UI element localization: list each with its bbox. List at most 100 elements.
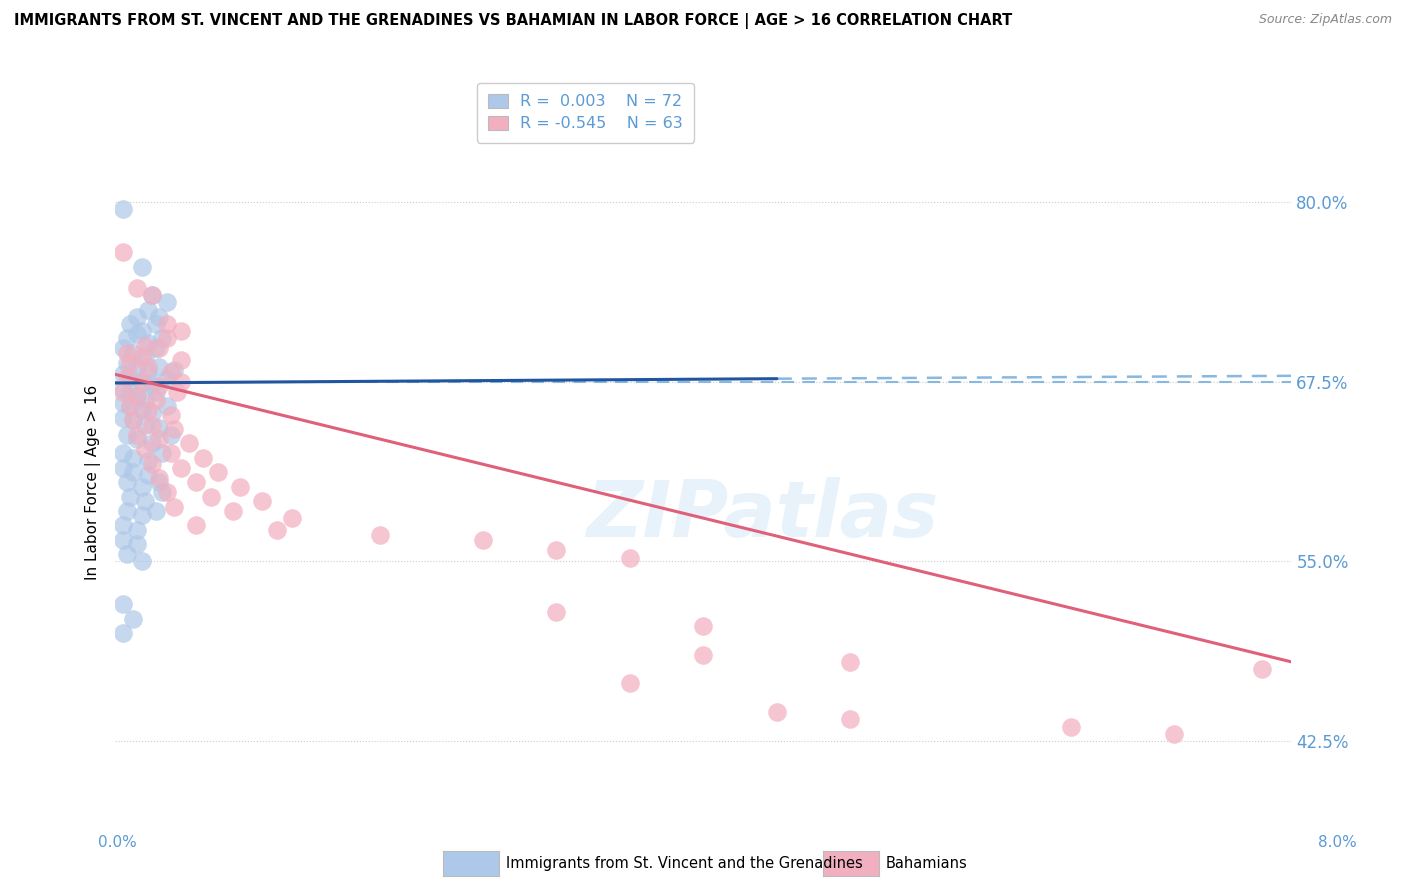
Point: [134, 417, 156, 432]
Point: [131, 479, 153, 493]
Point: [115, 547, 138, 561]
Point: [148, 420, 170, 434]
Point: [156, 295, 179, 310]
Point: [145, 393, 167, 408]
Point: [121, 413, 143, 427]
Point: [1163, 727, 1185, 741]
Point: [115, 504, 138, 518]
Point: [141, 288, 163, 302]
Point: [368, 528, 391, 542]
Point: [136, 403, 159, 417]
Point: [148, 432, 170, 446]
Point: [148, 342, 170, 356]
Point: [118, 399, 141, 413]
Point: [184, 518, 207, 533]
Point: [131, 375, 153, 389]
Point: [170, 324, 193, 338]
Point: [156, 485, 179, 500]
Point: [160, 446, 183, 460]
Point: [692, 648, 714, 662]
Point: [692, 619, 714, 633]
Text: Immigrants from St. Vincent and the Grenadines: Immigrants from St. Vincent and the Gren…: [506, 856, 863, 871]
Point: [145, 384, 167, 399]
Point: [115, 346, 138, 360]
Point: [471, 533, 494, 547]
Point: [111, 446, 134, 460]
Point: [121, 465, 143, 479]
Point: [121, 346, 143, 360]
Point: [136, 335, 159, 350]
Point: [160, 364, 183, 378]
Point: [111, 533, 134, 547]
Point: [111, 410, 134, 425]
Point: [115, 331, 138, 345]
Point: [141, 406, 163, 420]
Text: 8.0%: 8.0%: [1317, 836, 1357, 850]
Point: [131, 403, 153, 417]
Point: [136, 453, 159, 467]
Point: [127, 281, 149, 295]
Point: [134, 392, 156, 406]
Point: [121, 450, 143, 465]
Point: [115, 356, 138, 370]
Point: [1060, 720, 1083, 734]
Point: [115, 427, 138, 442]
Point: [839, 712, 862, 726]
Point: [131, 554, 153, 568]
Point: [111, 598, 134, 612]
Point: [163, 500, 186, 514]
Point: [118, 317, 141, 331]
Point: [145, 317, 167, 331]
Point: [156, 372, 179, 386]
Point: [222, 504, 245, 518]
Point: [150, 485, 173, 500]
Point: [148, 471, 170, 485]
Point: [131, 375, 153, 389]
Point: [127, 427, 149, 442]
Point: [145, 504, 167, 518]
Point: [160, 408, 183, 422]
Point: [145, 342, 167, 356]
Point: [111, 460, 134, 475]
Point: [111, 382, 134, 396]
Point: [111, 384, 134, 399]
Point: [252, 494, 274, 508]
Point: [170, 460, 193, 475]
Point: [839, 655, 862, 669]
Point: [127, 523, 149, 537]
Point: [127, 327, 149, 342]
Point: [150, 446, 173, 460]
Point: [118, 490, 141, 504]
Point: [131, 350, 153, 364]
Point: [766, 705, 789, 719]
Point: [207, 465, 229, 479]
Point: [141, 457, 163, 471]
Point: [118, 399, 141, 413]
Point: [148, 379, 170, 393]
Y-axis label: In Labor Force | Age > 16: In Labor Force | Age > 16: [86, 384, 101, 580]
Text: 0.0%: 0.0%: [98, 836, 138, 850]
Point: [136, 360, 159, 375]
Point: [200, 490, 222, 504]
Point: [134, 350, 156, 364]
Point: [111, 396, 134, 410]
Point: [136, 302, 159, 317]
Point: [170, 375, 193, 389]
Point: [170, 353, 193, 368]
Point: [229, 479, 252, 493]
Point: [184, 475, 207, 490]
Legend: R =  0.003    N = 72, R = -0.545    N = 63: R = 0.003 N = 72, R = -0.545 N = 63: [477, 83, 695, 143]
Point: [111, 245, 134, 260]
Point: [163, 363, 186, 377]
Point: [131, 508, 153, 523]
Point: [131, 324, 153, 338]
Point: [134, 338, 156, 352]
Point: [280, 511, 302, 525]
Text: Bahamians: Bahamians: [886, 856, 967, 871]
Point: [127, 389, 149, 403]
Point: [156, 331, 179, 345]
Point: [136, 468, 159, 483]
Point: [136, 364, 159, 378]
Point: [546, 542, 568, 557]
Point: [134, 442, 156, 457]
